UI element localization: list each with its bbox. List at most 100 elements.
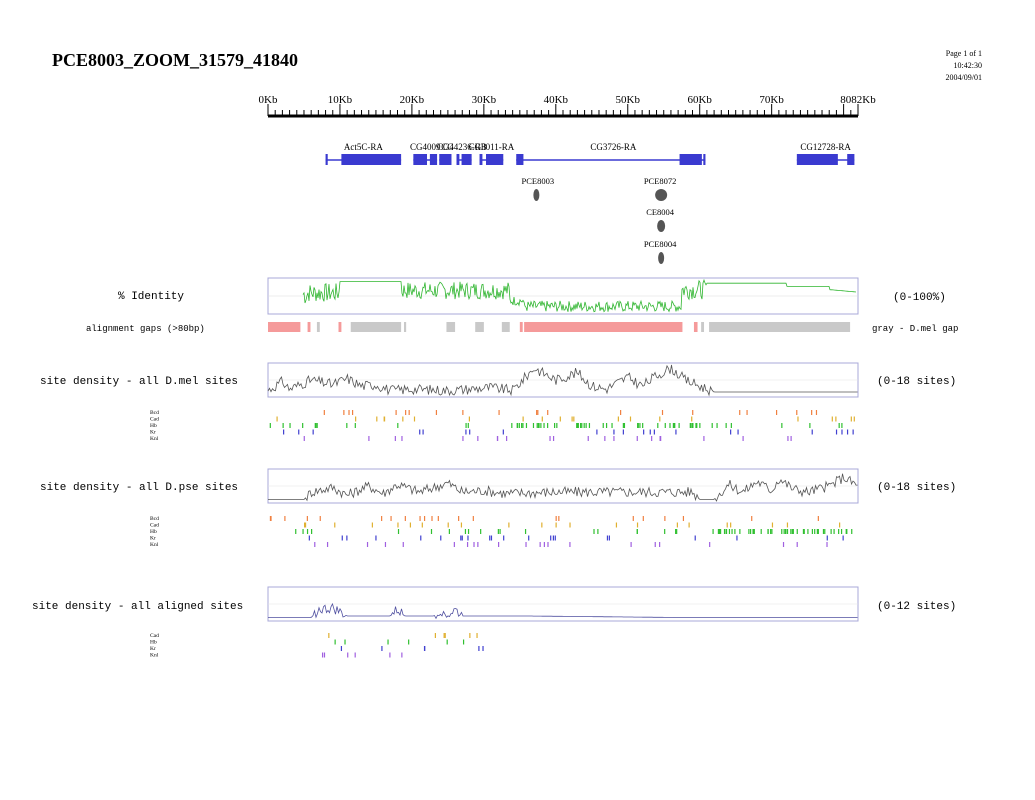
- feature-markers: PCE8003 PCE8072 CE8004 PCE8004: [522, 176, 677, 264]
- binding-site-mark: [521, 423, 523, 428]
- binding-site-mark: [760, 529, 762, 534]
- binding-site-mark: [783, 529, 785, 534]
- binding-site-mark: [323, 652, 326, 658]
- binding-site-mark: [620, 410, 622, 415]
- binding-site-mark: [555, 522, 557, 528]
- binding-site-mark: [826, 535, 828, 541]
- binding-site-mark: [692, 423, 694, 428]
- binding-site-mark: [522, 423, 524, 428]
- binding-site-mark: [502, 429, 504, 435]
- binding-site-mark: [525, 423, 528, 428]
- feature-marker: [655, 189, 668, 201]
- binding-site-mark: [811, 429, 813, 435]
- binding-site-mark: [811, 410, 813, 415]
- binding-site-mark: [577, 423, 579, 428]
- factor-label: Bcd: [150, 516, 159, 522]
- binding-site-mark: [835, 416, 837, 422]
- binding-site-mark: [381, 646, 383, 651]
- binding-site-mark: [597, 529, 599, 534]
- binding-site-mark: [467, 529, 470, 534]
- gene-exon: [516, 154, 524, 165]
- gene-exon: [679, 154, 702, 165]
- binding-site-mark: [461, 535, 463, 541]
- binding-site-mark: [573, 416, 575, 422]
- binding-site-mark: [539, 542, 541, 547]
- binding-site-mark: [739, 410, 741, 415]
- feature-marker: [657, 220, 666, 232]
- gene-label: CG3011-RA: [469, 142, 515, 152]
- ruler-tick-label: 10Kb: [328, 94, 353, 106]
- binding-site-mark: [703, 436, 705, 441]
- binding-site-mark: [630, 542, 632, 547]
- binding-site-mark: [682, 516, 685, 521]
- binding-site-mark: [734, 529, 736, 534]
- gap-segment: [446, 322, 456, 332]
- binding-site-mark: [354, 423, 356, 428]
- binding-site-mark: [347, 652, 349, 658]
- binding-site-mark: [394, 436, 396, 441]
- binding-site-mark: [397, 529, 400, 534]
- binding-site-mark: [851, 529, 853, 534]
- binding-site-mark: [576, 423, 578, 428]
- binding-site-mark: [602, 423, 604, 428]
- binding-site-mark: [771, 522, 774, 528]
- binding-site-mark: [346, 423, 348, 428]
- binding-site-mark: [815, 410, 818, 415]
- binding-site-mark: [304, 522, 306, 528]
- factor-label: Knl: [150, 542, 159, 548]
- binding-site-mark: [536, 423, 538, 428]
- binding-site-mark: [596, 429, 598, 435]
- gene-exon: [796, 154, 838, 165]
- binding-site-mark: [593, 529, 595, 534]
- binding-site-mark: [282, 423, 284, 428]
- binding-site-mark: [348, 410, 350, 415]
- binding-site-mark: [846, 429, 849, 435]
- binding-site-mark: [642, 423, 644, 428]
- factor-label: Knl: [150, 436, 159, 442]
- binding-site-mark: [581, 423, 583, 428]
- binding-site-mark: [440, 535, 442, 541]
- binding-site-mark: [536, 410, 538, 415]
- density-range: (0-18 sites): [877, 482, 956, 494]
- gap-segment: [701, 322, 705, 332]
- binding-site-mark: [651, 436, 653, 441]
- binding-site-mark: [786, 529, 789, 534]
- binding-site-mark: [402, 416, 404, 422]
- factor-label: Kr: [150, 536, 156, 542]
- binding-site-mark: [321, 652, 324, 658]
- binding-site-mark: [490, 535, 493, 541]
- binding-site-mark: [506, 436, 508, 441]
- binding-site-mark: [466, 542, 469, 547]
- binding-site-mark: [803, 529, 805, 534]
- binding-site-mark: [853, 416, 855, 422]
- binding-site-mark: [289, 423, 291, 428]
- factor-label: Kr: [150, 646, 156, 652]
- feature-marker: [658, 252, 665, 264]
- binding-site-mark: [588, 423, 591, 428]
- binding-site-mark: [817, 516, 819, 521]
- gene-exon: [439, 154, 452, 165]
- binding-site-mark: [623, 423, 626, 428]
- binding-site-mark: [699, 423, 701, 428]
- binding-site-mark: [639, 423, 641, 428]
- gap-segment: [693, 322, 698, 332]
- binding-site-mark: [649, 429, 651, 435]
- binding-site-mark: [465, 429, 467, 435]
- factor-label: Knl: [150, 653, 159, 659]
- binding-site-mark: [822, 529, 825, 534]
- binding-site-mark: [465, 423, 467, 428]
- binding-site-mark: [730, 423, 732, 428]
- gap-segment: [475, 322, 484, 332]
- binding-site-mark: [541, 416, 543, 422]
- binding-site-mark: [302, 529, 304, 534]
- binding-site-mark: [739, 529, 741, 534]
- binding-site-mark: [839, 522, 841, 528]
- gene-exon: [703, 154, 706, 165]
- binding-site-mark: [770, 529, 772, 534]
- binding-site-mark: [730, 522, 732, 528]
- binding-site-mark: [569, 522, 571, 528]
- binding-site-mark: [498, 410, 500, 415]
- factor-label: Hb: [150, 640, 157, 646]
- factor-label: Cad: [150, 523, 159, 529]
- binding-site-mark: [716, 423, 718, 428]
